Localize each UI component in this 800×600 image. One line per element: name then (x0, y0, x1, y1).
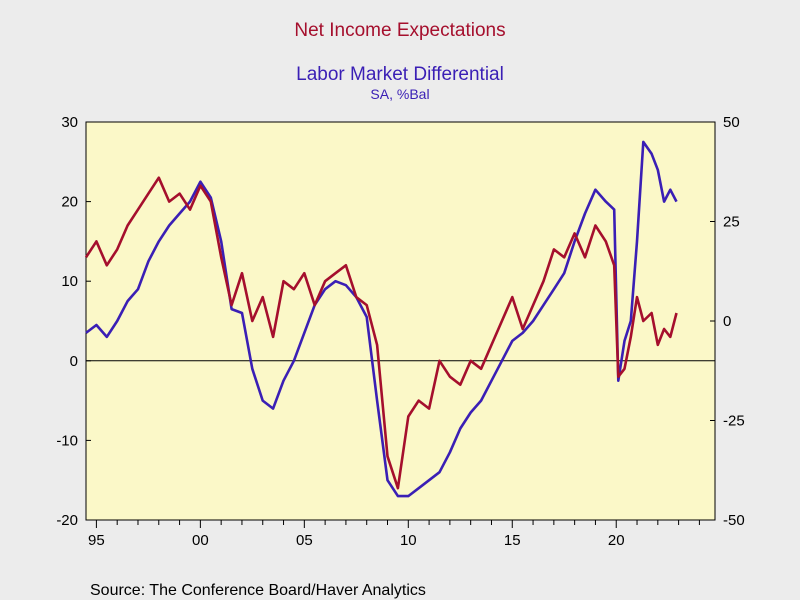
left-axis: -20 -10 0 10 20 30 (56, 114, 91, 529)
left-tick-label: 30 (61, 114, 78, 131)
source-note: Source: The Conference Board/Haver Analy… (90, 582, 426, 599)
x-tick-label: 95 (88, 532, 105, 549)
x-tick-label: 15 (504, 532, 521, 549)
right-tick-label: -25 (723, 413, 745, 430)
right-axis: -50 -25 0 25 50 (710, 114, 745, 529)
left-tick-label: 20 (61, 194, 78, 211)
series-layer (84, 140, 678, 498)
left-tick-label: 0 (70, 353, 78, 370)
plot-area (85, 121, 716, 521)
x-tick-label: 20 (608, 532, 625, 549)
series-line-net-income (84, 176, 678, 490)
series-line-labor-market (85, 140, 678, 498)
right-tick-label: 50 (723, 114, 740, 131)
x-tick-label: 00 (192, 532, 209, 549)
x-tick-label: 10 (400, 532, 417, 549)
chart-title-labor-market: Labor Market Differential (296, 64, 504, 85)
chart-subtitle: SA, %Bal (370, 86, 429, 102)
left-tick-label: -10 (56, 432, 78, 449)
right-tick-label: 0 (723, 313, 731, 330)
right-tick-label: -50 (723, 512, 745, 529)
left-tick-label: 10 (61, 273, 78, 290)
x-axis: 95 00 05 10 15 20 (88, 520, 700, 549)
right-tick-label: 25 (723, 214, 740, 231)
left-tick-label: -20 (56, 512, 78, 529)
chart-title-net-income: Net Income Expectations (294, 20, 505, 41)
x-tick-label: 05 (296, 532, 313, 549)
